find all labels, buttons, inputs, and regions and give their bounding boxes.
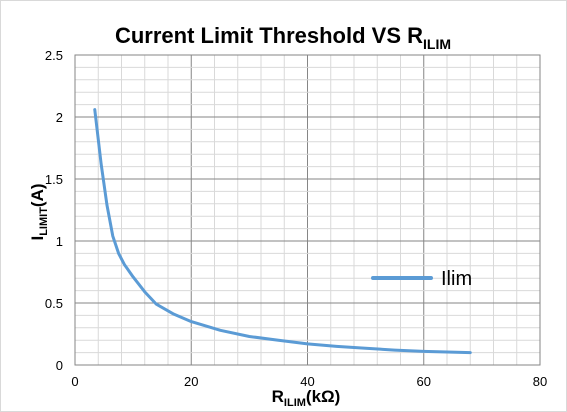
x-tick-label: 20 — [184, 374, 198, 389]
x-tick-label: 40 — [300, 374, 314, 389]
chart-title: Current Limit Threshold VS RILIM — [115, 23, 451, 52]
chart-title-main: Current Limit Threshold VS R — [115, 23, 423, 48]
legend: Ilim — [371, 268, 472, 290]
x-axis-title-main: R — [272, 387, 284, 406]
chart-title-subscript: ILIM — [423, 36, 451, 52]
series-layer — [93, 108, 472, 355]
legend-label: Ilim — [441, 268, 472, 290]
series-line-ilim — [93, 108, 472, 355]
y-axis-title-subscript: LIMIT — [38, 207, 50, 236]
grid-layer — [74, 54, 541, 366]
y-tick-label: 2 — [56, 110, 63, 125]
y-axis-title: ILIMIT(A) — [28, 183, 50, 240]
plot-area-border — [74, 54, 541, 366]
y-tick-label: 0 — [56, 358, 63, 373]
y-tick-label: 0.5 — [45, 296, 63, 311]
x-tick-label: 80 — [533, 374, 547, 389]
y-tick-label: 1.5 — [45, 172, 63, 187]
axis-layer: 0 20 40 60 80 0 0.5 1 1.5 2 2.5 — [45, 48, 547, 389]
y-tick-label: 2.5 — [45, 48, 63, 63]
x-tick-label: 0 — [71, 374, 78, 389]
x-tick-label: 60 — [417, 374, 431, 389]
y-axis-title-main: I — [28, 236, 47, 241]
y-tick-label: 1 — [56, 234, 63, 249]
x-axis-title-subscript: ILIM — [284, 397, 306, 409]
y-axis-title-suffix: (A) — [28, 183, 47, 207]
x-axis-title-suffix: (kΩ) — [306, 387, 340, 406]
x-axis-title: RILIM(kΩ) — [272, 387, 341, 409]
